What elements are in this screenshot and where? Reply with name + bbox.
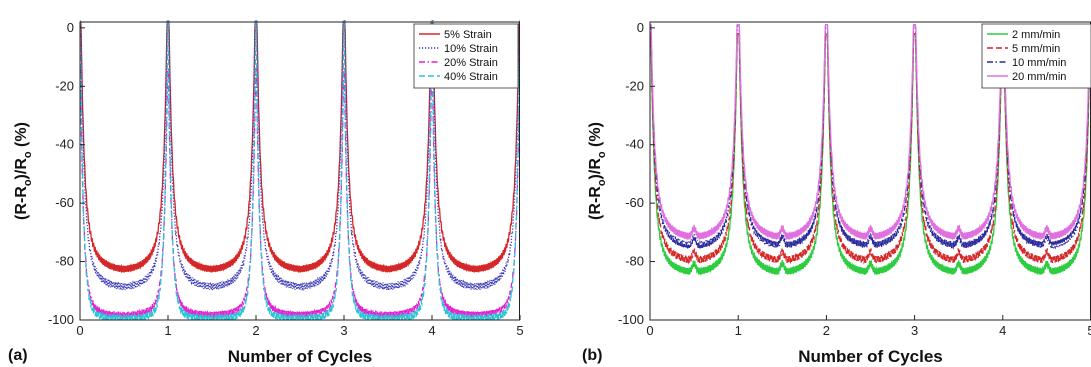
x-tick-label: 3 bbox=[911, 323, 918, 338]
chart-panel-b: 0 1 2 3 4 5 0 -20 -40 -60 -80 -100 Number of Cycles (… bbox=[582, 20, 1091, 366]
x-tick-label: 0 bbox=[646, 323, 653, 338]
y-tick-label: -100 bbox=[48, 312, 74, 327]
series-line-1 bbox=[650, 33, 1091, 276]
series-line-2 bbox=[80, 20, 520, 292]
y-tick-label: -40 bbox=[625, 137, 644, 152]
legend: 2 mm/min 5 mm/min 10 mm/min 20 mm/min bbox=[981, 23, 1091, 89]
y-tick-label: 0 bbox=[67, 20, 74, 35]
y-tick-label: -80 bbox=[625, 254, 644, 269]
series-line-3 bbox=[650, 24, 1091, 250]
y-tick-label: -80 bbox=[55, 254, 74, 269]
series-group bbox=[80, 20, 520, 320]
series-line-4 bbox=[80, 20, 520, 320]
x-tick-label: 2 bbox=[823, 323, 830, 338]
legend-entry-2: 5 mm/min bbox=[1012, 43, 1060, 55]
legend-entry-2: 10% Strain bbox=[444, 43, 498, 55]
legend-entry-3: 10 mm/min bbox=[1012, 57, 1066, 69]
y-tick-label: -20 bbox=[625, 78, 644, 93]
y-tick-label: -60 bbox=[625, 195, 644, 210]
y-axis-label: (R-Ro)/Ro (%) bbox=[13, 122, 34, 220]
x-tick-label: 4 bbox=[999, 323, 1006, 338]
y-tick-label: -40 bbox=[55, 137, 74, 152]
x-tick-label: 1 bbox=[164, 323, 171, 338]
x-axis-label: Number of Cycles bbox=[798, 347, 943, 366]
x-tick-label: 5 bbox=[516, 323, 523, 338]
x-tick-label: 4 bbox=[428, 323, 435, 338]
y-tick-label: -20 bbox=[55, 78, 74, 93]
y-tick-label: 0 bbox=[637, 20, 644, 35]
chart-panel-a: 0 1 2 3 4 5 0 -20 -40 -60 -80 -100 Number of Cycles (… bbox=[8, 20, 524, 366]
x-axis-label: Number of Cycles bbox=[228, 347, 373, 366]
x-tick-label: 1 bbox=[735, 323, 742, 338]
series-group bbox=[650, 24, 1091, 276]
x-tick-label: 0 bbox=[76, 323, 83, 338]
series-line-3 bbox=[80, 66, 520, 320]
x-tick-label: 5 bbox=[1087, 323, 1091, 338]
panel-label: (a) bbox=[8, 347, 28, 364]
legend-entry-3: 20% Strain bbox=[444, 57, 498, 69]
y-tick-label: -60 bbox=[55, 195, 74, 210]
y-tick-label: -100 bbox=[618, 312, 644, 327]
legend-entry-4: 20 mm/min bbox=[1012, 71, 1066, 83]
series-line-2 bbox=[650, 33, 1091, 265]
series-line-4 bbox=[650, 24, 1091, 242]
x-tick-label: 3 bbox=[340, 323, 347, 338]
panel-label: (b) bbox=[582, 347, 602, 364]
legend-entry-1: 2 mm/min bbox=[1012, 29, 1060, 41]
legend-entry-4: 40% Strain bbox=[444, 71, 498, 83]
axes-box bbox=[79, 21, 520, 321]
legend: 5% Strain 10% Strain 20% Strain 40% Strain bbox=[413, 23, 519, 89]
series-line-1 bbox=[80, 21, 520, 274]
y-axis-label: (R-Ro)/Ro (%) bbox=[587, 122, 608, 220]
x-tick-label: 2 bbox=[252, 323, 259, 338]
legend-entry-1: 5% Strain bbox=[444, 29, 492, 41]
